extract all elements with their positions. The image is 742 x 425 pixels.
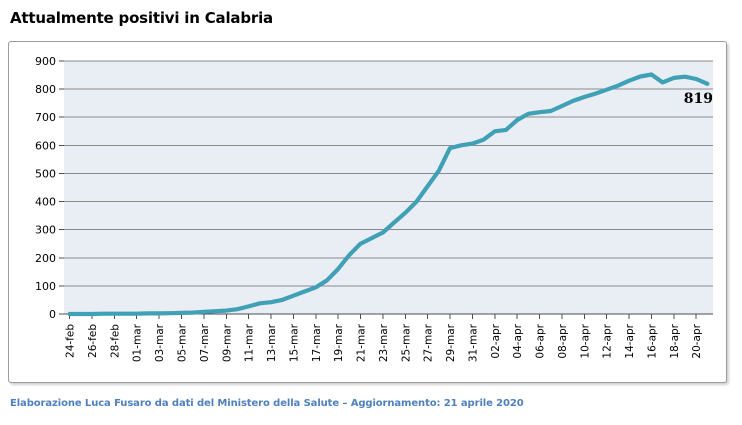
data-series-line [67, 72, 710, 317]
x-axis-label: 19-mar [333, 323, 345, 362]
x-axis-label: 31-mar [467, 323, 479, 362]
x-axis-label: 17-mar [311, 323, 323, 362]
x-axis-label: 10-apr [579, 323, 591, 358]
last-value-label: 819 [684, 91, 713, 107]
x-axis-label: 09-mar [221, 323, 233, 362]
x-axis-label: 20-apr [691, 323, 703, 358]
x-axis-label: 28-feb [109, 324, 121, 358]
x-axis-label: 02-apr [490, 323, 502, 358]
x-axis-label: 05-mar [176, 323, 188, 362]
y-axis-label: 300 [35, 224, 56, 237]
chart-canvas: 0 100 200 300 400 500 600 700 800 900 24-feb 26-feb… [35, 55, 713, 362]
x-axis-label: 08-apr [557, 323, 569, 358]
x-axis-label: 01-mar [132, 323, 144, 362]
x-axis-label: 15-mar [288, 323, 300, 362]
chart: 0 100 200 300 400 500 600 700 800 900 24-feb 26-feb… [8, 41, 727, 383]
x-axis-label: 16-apr [646, 323, 658, 358]
x-axis-label: 04-apr [512, 323, 524, 358]
x-axis-label: 27-mar [423, 323, 435, 362]
x-axis-label: 06-apr [535, 323, 547, 358]
y-axis-label: 800 [35, 83, 56, 96]
y-axis-label: 600 [35, 139, 56, 152]
y-axis-label: 500 [35, 167, 56, 180]
y-axis-label: 100 [35, 280, 56, 293]
x-axis-label: 11-mar [244, 323, 256, 362]
y-axis-label: 400 [35, 196, 56, 209]
chart-title: Attualmente positivi in Calabria [10, 9, 273, 27]
x-axis-label: 24-feb [65, 324, 77, 358]
x-axis-label: 03-mar [154, 323, 166, 362]
x-axis-label: 12-apr [602, 323, 614, 358]
y-axis-label: 900 [35, 55, 56, 68]
x-axis-label: 29-mar [445, 323, 457, 362]
x-axis-label: 26-feb [87, 324, 99, 358]
y-axis-label: 0 [49, 308, 56, 321]
x-axis-label: 23-mar [378, 323, 390, 362]
attribution-text: Elaborazione Luca Fusaro da dati del Min… [10, 398, 524, 409]
x-axis-label: 21-mar [356, 323, 368, 362]
x-axis-label: 13-mar [266, 323, 278, 362]
y-axis-label: 200 [35, 252, 56, 265]
x-axis-label: 07-mar [199, 323, 211, 362]
x-axis-label: 25-mar [400, 323, 412, 362]
y-axis-label: 700 [35, 111, 56, 124]
x-axis-label: 18-apr [669, 323, 681, 358]
plot-area [64, 61, 713, 314]
x-axis-label: 14-apr [624, 323, 636, 358]
